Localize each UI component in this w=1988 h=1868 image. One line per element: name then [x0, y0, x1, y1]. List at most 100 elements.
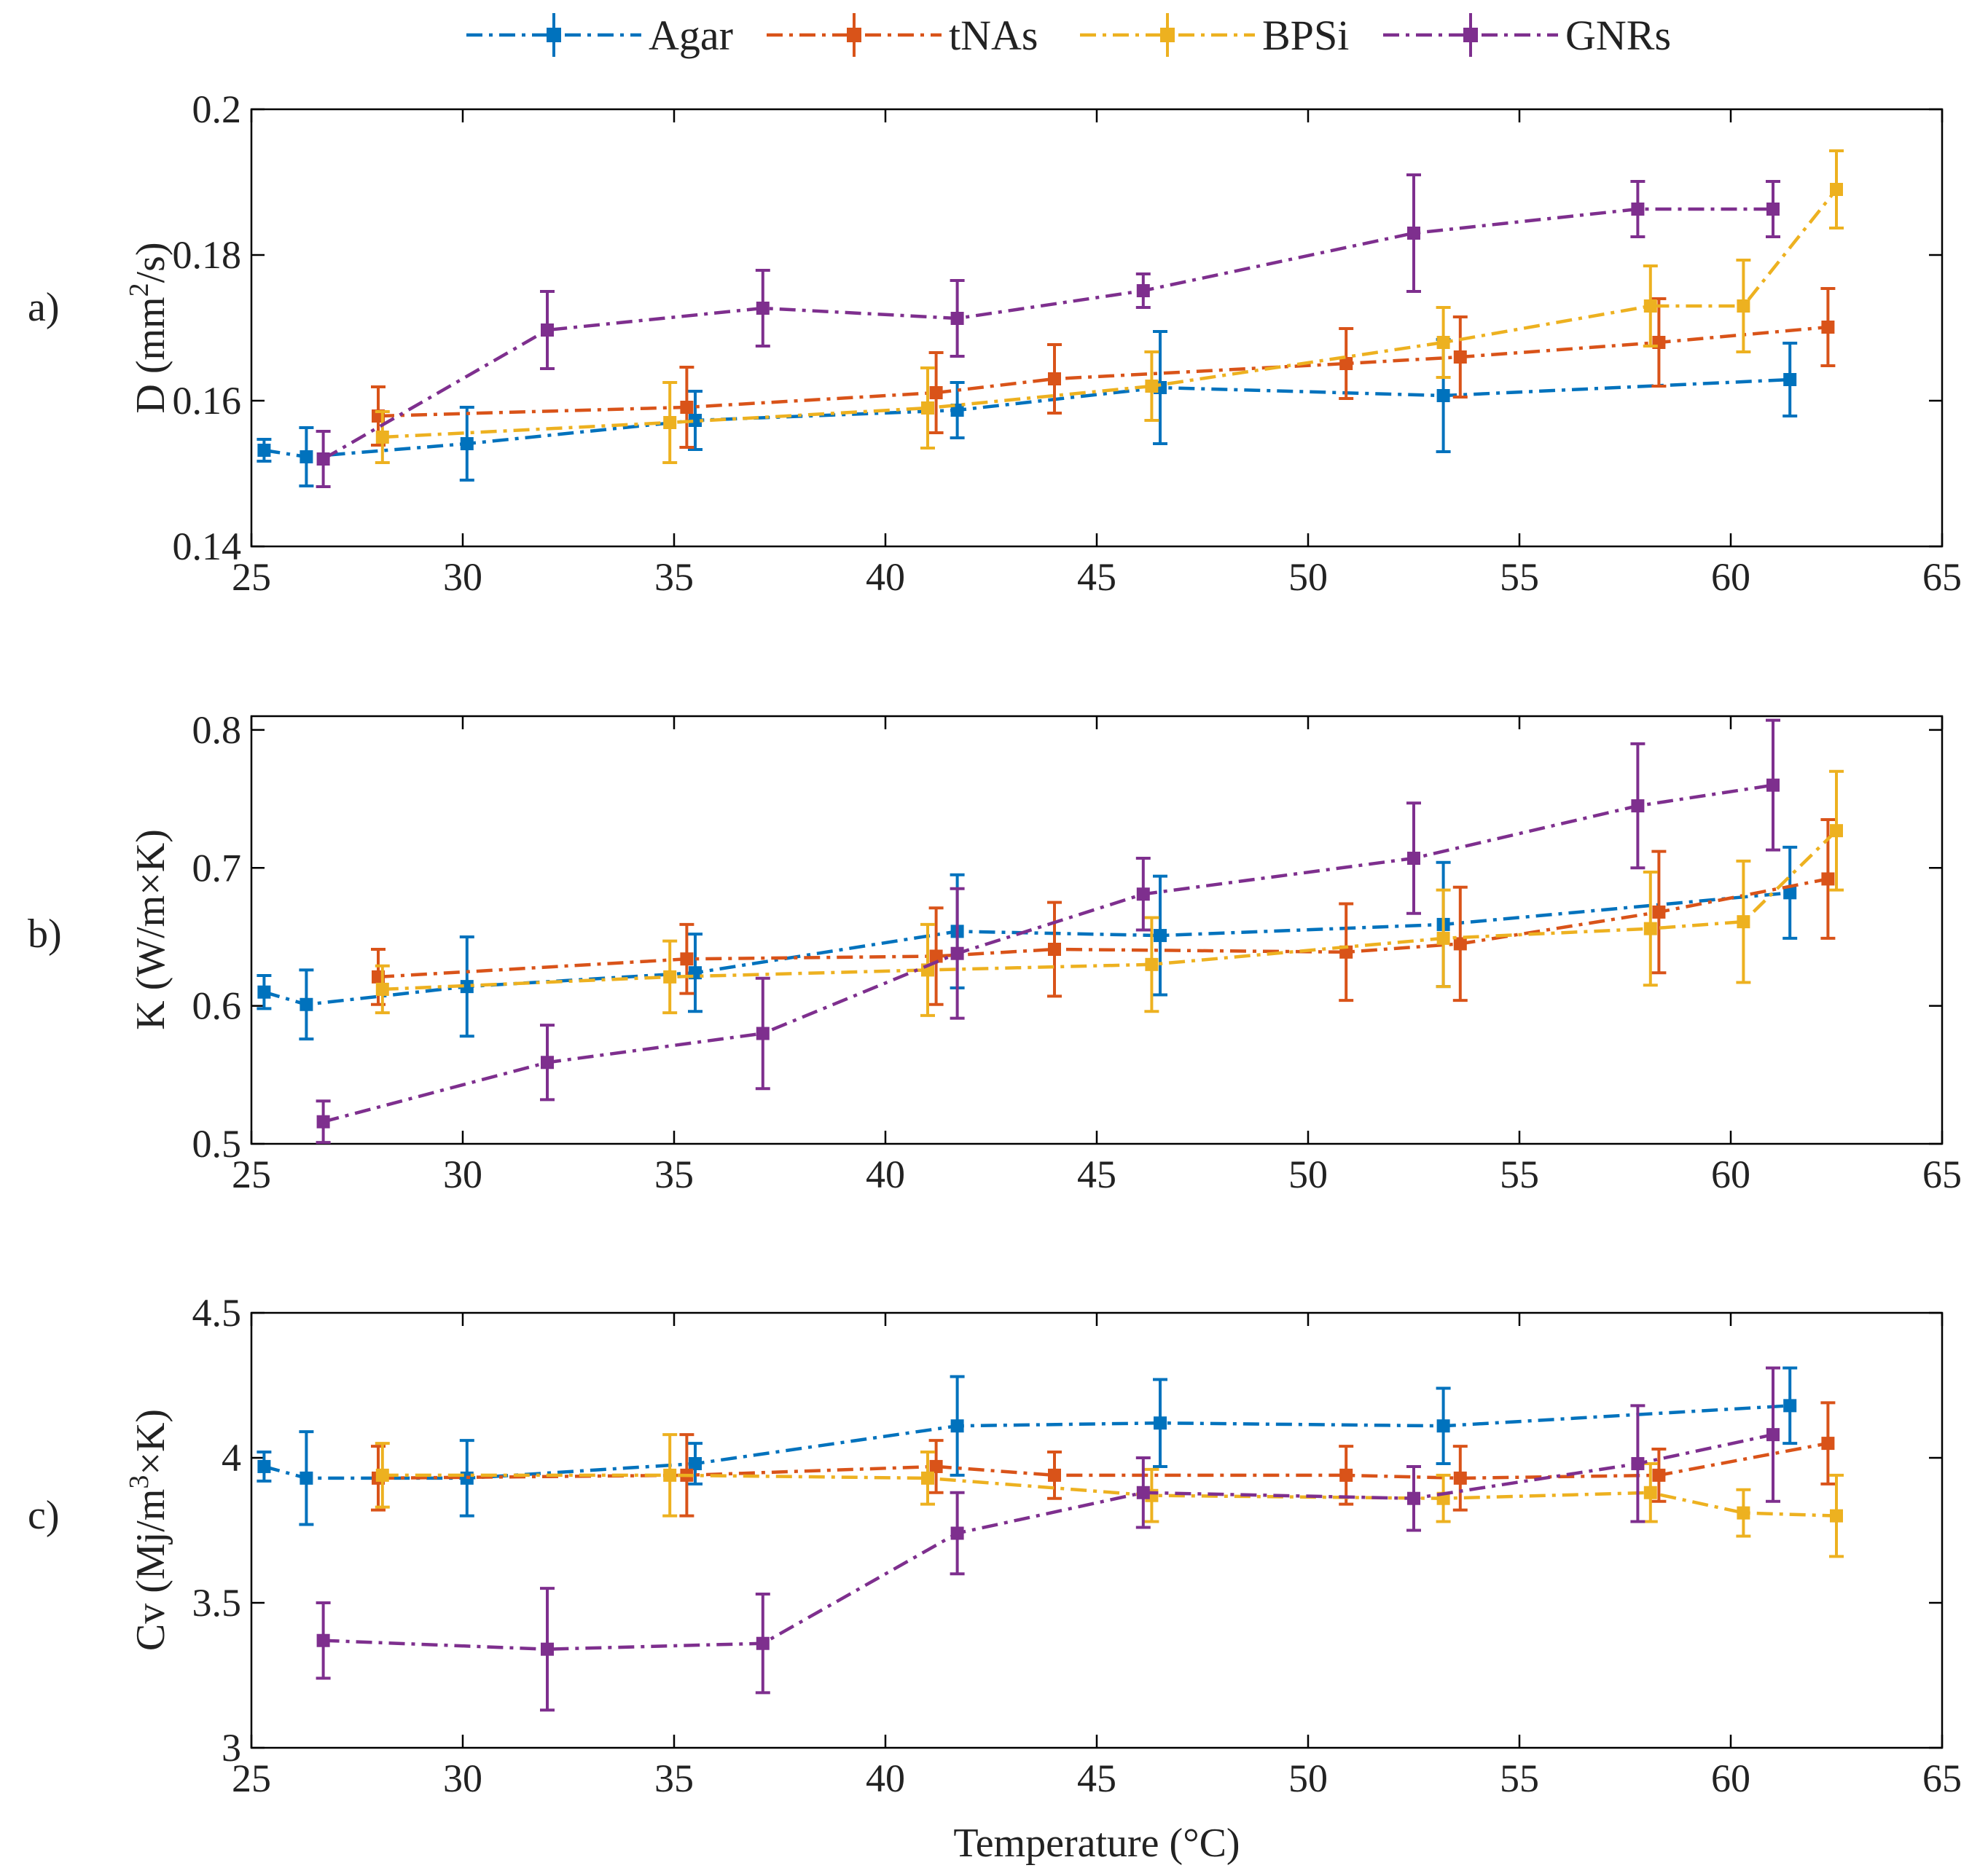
data-point-bpsi-a-6: [1737, 299, 1750, 313]
plot-area-b: [250, 715, 1944, 1145]
data-point-bpsi-b-3: [1145, 957, 1159, 971]
x-tick-label-c-6: 55: [1500, 1757, 1539, 1800]
y-tick-label-b-3: 0.8: [192, 708, 242, 752]
series-line-agar-b: [263, 891, 1791, 1007]
series-line-gnrs-b: [323, 783, 1774, 1123]
y-tick-label-a-0: 0.14: [173, 525, 242, 568]
series-tnas-b: [371, 818, 1836, 1006]
y-axis-title-b: K (W/m×K): [128, 829, 173, 1030]
panel-label-c: c): [28, 1493, 60, 1538]
x-tick-label-a-6: 55: [1500, 555, 1539, 599]
legend: Agar tNAs BPSi GNRs: [466, 12, 1671, 59]
data-point-agar-a-2: [460, 437, 474, 450]
series-agar-b: [257, 845, 1798, 1041]
series-line-agar-a: [264, 377, 1791, 459]
data-point-bpsi-a-2: [921, 401, 934, 415]
data-point-bpsi-a-0: [375, 431, 389, 444]
data-point-bpsi-c-5: [1643, 1486, 1657, 1499]
data-point-tnas-b-6: [1652, 905, 1666, 919]
data-point-agar-c-7: [1783, 1399, 1797, 1413]
x-tick-label-a-3: 40: [866, 555, 905, 599]
panel-a: 25 30 35 40 45 50 55 60 65 0.14 0.16 0.18 0.2 a) D (…: [28, 87, 1962, 599]
data-point-tnas-a-3: [1048, 372, 1061, 385]
data-point-gnrs-c-0: [316, 1633, 330, 1647]
data-point-gnrs-c-6: [1631, 1456, 1645, 1470]
x-tick-label-b-5: 50: [1288, 1153, 1328, 1196]
legend-label-bpsi: BPSi: [1262, 12, 1349, 59]
x-tick-label-c-8: 65: [1922, 1757, 1962, 1800]
x-tick-label-a-5: 50: [1288, 555, 1328, 599]
y-tick-label-c-1: 3.5: [192, 1581, 242, 1625]
x-tick-label-c-0: 25: [232, 1757, 271, 1800]
y-tick-label-a-1: 0.16: [173, 379, 242, 423]
data-point-tnas-b-7: [1821, 872, 1835, 886]
x-tick-label-c-1: 30: [443, 1757, 482, 1800]
data-point-agar-b-0: [257, 985, 271, 999]
x-axis-title: Temperature (°C): [953, 1821, 1240, 1866]
series-line-bpsi-c: [382, 1473, 1837, 1518]
x-tick-label-b-3: 40: [866, 1153, 905, 1196]
data-point-gnrs-b-7: [1766, 778, 1780, 792]
legend-entry-gnrs: GNRs: [1383, 12, 1671, 59]
data-point-tnas-b-1: [680, 952, 694, 966]
series-bpsi-a: [375, 149, 1844, 464]
y-tick-label-c-2: 4: [222, 1436, 241, 1480]
panel-b: 25 30 35 40 45 50 55 60 65 0.5 0.6 0.7 0.8 b) K (W/m…: [28, 708, 1962, 1196]
legend-entry-tnas: tNAs: [767, 12, 1038, 59]
series-line-tnas-c: [377, 1441, 1828, 1480]
data-point-gnrs-b-6: [1631, 799, 1645, 813]
x-tick-label-c-5: 50: [1288, 1757, 1328, 1800]
series-gnrs-b: [316, 718, 1780, 1145]
data-point-gnrs-b-4: [1136, 887, 1150, 901]
x-tick-label-c-2: 35: [654, 1757, 694, 1800]
series-line-tnas-a: [377, 325, 1828, 418]
data-point-gnrs-c-5: [1407, 1491, 1420, 1505]
data-point-gnrs-a-1: [541, 323, 554, 337]
data-point-tnas-a-5: [1453, 350, 1467, 364]
series-bpsi-b: [375, 769, 1844, 1017]
data-point-bpsi-a-7: [1830, 183, 1843, 196]
data-point-gnrs-c-7: [1766, 1428, 1780, 1442]
series-line-gnrs-c: [323, 1432, 1774, 1651]
y-tick-label-b-1: 0.6: [192, 984, 242, 1028]
series-tnas-c: [371, 1401, 1836, 1518]
data-point-tnas-c-3: [1048, 1468, 1061, 1482]
y-axis-title-c: Cv (Mj/m3×K): [124, 1409, 173, 1651]
data-point-agar-c-0: [257, 1459, 271, 1473]
data-point-gnrs-c-2: [756, 1636, 770, 1650]
data-point-tnas-b-3: [1048, 943, 1061, 957]
plot-area-c: [250, 1311, 1944, 1749]
legend-entry-bpsi: BPSi: [1080, 12, 1349, 59]
data-point-gnrs-a-4: [1136, 284, 1150, 297]
data-point-tnas-b-2: [929, 949, 943, 963]
data-point-gnrs-a-5: [1407, 227, 1420, 240]
plot-area-a: [250, 108, 1944, 548]
legend-entry-agar: Agar: [466, 12, 733, 59]
data-point-bpsi-a-4: [1436, 336, 1450, 349]
data-point-agar-a-7: [1783, 373, 1797, 386]
data-point-agar-a-0: [257, 444, 271, 457]
data-point-agar-b-7: [1783, 886, 1797, 900]
data-point-bpsi-a-1: [663, 416, 677, 429]
data-point-tnas-a-2: [929, 386, 943, 399]
data-point-bpsi-b-7: [1830, 824, 1843, 838]
x-tick-label-b-6: 55: [1500, 1153, 1539, 1196]
data-point-agar-a-3: [689, 414, 702, 427]
data-point-bpsi-b-1: [663, 970, 677, 984]
data-point-bpsi-a-5: [1643, 299, 1657, 313]
panel-label-a: a): [28, 285, 60, 330]
series-gnrs-c: [316, 1366, 1780, 1712]
data-point-bpsi-c-0: [375, 1468, 389, 1482]
x-tick-label-a-8: 65: [1922, 555, 1962, 599]
data-point-bpsi-c-1: [663, 1468, 677, 1482]
panel-c: 25 30 35 40 45 50 55 60 65 3 3.5 4 4.5 c) Cv (Mj/m3×…: [28, 1291, 1962, 1866]
data-point-gnrs-a-2: [756, 302, 770, 315]
series-agar-c: [257, 1366, 1798, 1526]
legend-label-tnas: tNAs: [949, 12, 1038, 59]
data-point-agar-c-6: [1436, 1419, 1450, 1433]
series-tnas-a: [371, 287, 1836, 449]
y-tick-label-b-2: 0.7: [192, 846, 242, 890]
x-tick-label-b-8: 65: [1922, 1153, 1962, 1196]
data-point-bpsi-a-3: [1145, 380, 1159, 393]
